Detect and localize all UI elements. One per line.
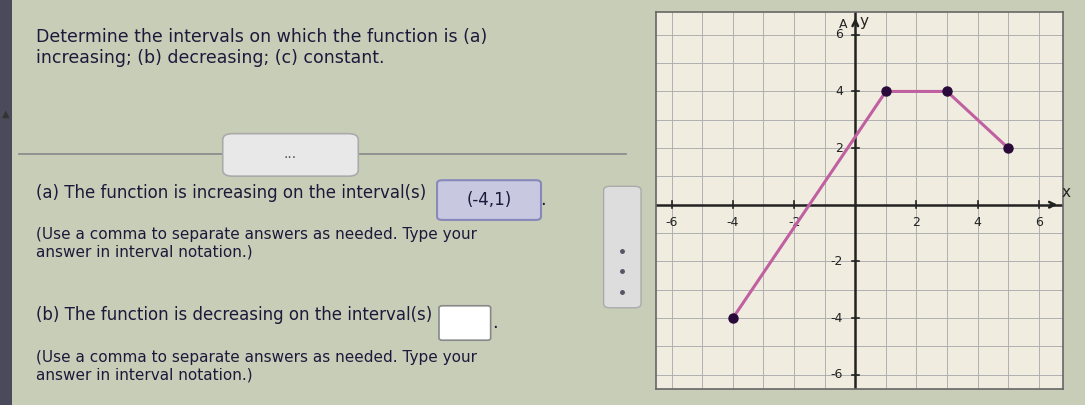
Text: (a) The function is increasing on the interval(s): (a) The function is increasing on the in… <box>36 184 425 202</box>
Text: .: . <box>492 314 498 332</box>
Text: Determine the intervals on which the function is (a)
increasing; (b) decreasing;: Determine the intervals on which the fun… <box>36 28 487 67</box>
Text: .: . <box>540 191 546 209</box>
FancyBboxPatch shape <box>603 186 641 308</box>
Text: y: y <box>859 13 869 29</box>
Text: -4: -4 <box>727 216 739 229</box>
Text: (Use a comma to separate answers as needed. Type your
answer in interval notatio: (Use a comma to separate answers as need… <box>36 350 476 383</box>
Text: ▲: ▲ <box>2 109 10 118</box>
Text: ...: ... <box>284 147 297 161</box>
Text: 4: 4 <box>835 85 843 98</box>
Text: (b) The function is decreasing on the interval(s): (b) The function is decreasing on the in… <box>36 306 432 324</box>
Bar <box>0 0 12 405</box>
Text: 6: 6 <box>1035 216 1043 229</box>
FancyBboxPatch shape <box>222 134 358 176</box>
Text: 2: 2 <box>835 142 843 155</box>
Text: -6: -6 <box>831 368 843 381</box>
Text: (-4,1): (-4,1) <box>467 191 512 209</box>
FancyBboxPatch shape <box>437 180 541 220</box>
Text: 2: 2 <box>912 216 920 229</box>
Text: -2: -2 <box>831 255 843 268</box>
Text: -4: -4 <box>831 311 843 324</box>
Text: 6: 6 <box>835 28 843 41</box>
FancyBboxPatch shape <box>439 306 490 340</box>
Text: (Use a comma to separate answers as needed. Type your
answer in interval notatio: (Use a comma to separate answers as need… <box>36 227 476 259</box>
Text: -2: -2 <box>788 216 801 229</box>
Text: -6: -6 <box>665 216 678 229</box>
Text: 4: 4 <box>973 216 982 229</box>
Text: x: x <box>1062 185 1071 200</box>
Text: A: A <box>839 18 847 31</box>
